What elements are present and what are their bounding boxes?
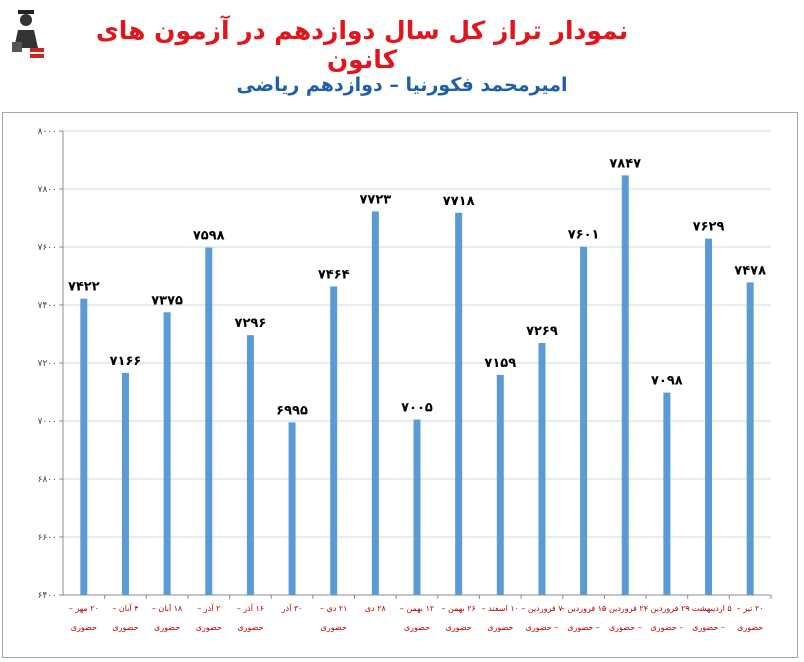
bar bbox=[663, 392, 671, 595]
x-tick-label: ۱۵ فروردین – bbox=[561, 604, 607, 613]
x-tick-label: – حضوری bbox=[692, 623, 725, 632]
x-tick-label: ۱۲ بهمن – bbox=[400, 604, 434, 613]
y-tick-label: ۷۰۰۰ bbox=[38, 417, 57, 427]
data-label: ۷۸۴۷ bbox=[609, 156, 641, 171]
bar bbox=[80, 298, 88, 595]
bar bbox=[455, 212, 463, 595]
bar bbox=[121, 372, 129, 595]
data-label: ۷۷۲۳ bbox=[359, 192, 391, 207]
bar bbox=[538, 342, 546, 595]
data-label: ۷۲۹۶ bbox=[235, 316, 267, 331]
y-tick-label: ۶۴۰۰ bbox=[38, 591, 57, 601]
x-tick-label: ۲۸ دی bbox=[365, 604, 387, 613]
x-tick-label: حضوری bbox=[737, 623, 763, 632]
x-tick-label: حضوری bbox=[446, 623, 472, 632]
x-tick-label: ۵ اردیبهشت – bbox=[685, 604, 731, 613]
x-tick-label: – حضوری bbox=[567, 623, 600, 632]
bar bbox=[246, 335, 254, 595]
x-tick-label: حضوری bbox=[112, 623, 138, 632]
y-tick-label: ۸۰۰۰ bbox=[38, 127, 57, 137]
x-tick-label: ۱۰ اسفند – bbox=[482, 604, 519, 613]
x-tick-label: ۲۱ دی – bbox=[320, 604, 348, 613]
bar bbox=[330, 286, 338, 595]
bar bbox=[705, 238, 713, 595]
bar bbox=[621, 175, 629, 595]
y-tick-label: ۷۶۰۰ bbox=[38, 243, 57, 253]
x-tick-label: ۳۰ آذر bbox=[281, 603, 303, 613]
x-tick-label: ۲۰ تیر – bbox=[737, 604, 764, 613]
x-tick-label: – حضوری bbox=[526, 623, 559, 632]
data-label: ۷۴۲۲ bbox=[68, 280, 100, 295]
x-tick-label: حضوری bbox=[321, 623, 347, 632]
data-label: ۷۲۶۹ bbox=[526, 324, 558, 339]
bar bbox=[580, 246, 588, 595]
x-tick-label: حضوری bbox=[487, 623, 513, 632]
x-tick-label: ۷ فروردین – bbox=[521, 604, 563, 613]
bar-chart: ۶۴۰۰ ۶۶۰۰ ۶۸۰۰ ۷۰۰۰ ۷۲۰۰ ۷۴۰۰ ۷۶۰۰ ۷۸۰۰ ۸۰۰۰ ۷۴۲۲… bbox=[38, 127, 772, 632]
x-tick-label: حضوری bbox=[196, 623, 222, 632]
x-tick-label: حضوری bbox=[154, 623, 180, 632]
x-tick-label: ۱۶ آذر – bbox=[237, 603, 264, 613]
data-label: ۷۶۰۱ bbox=[568, 228, 600, 243]
x-tick-label: ۴ آبان – bbox=[112, 603, 138, 613]
y-tick-label: ۷۴۰۰ bbox=[38, 301, 57, 311]
page-subtitle: امیرمحمد فکورنیا – دوازدهم ریاضی bbox=[236, 74, 568, 96]
x-tick-label: ۲ آذر – bbox=[197, 603, 220, 613]
x-tick-label: ۲۹ فروردین – bbox=[644, 604, 690, 613]
page-title: نمودار تراز کل سال دوازدهم در آزمون های … bbox=[95, 16, 629, 74]
logo-icon bbox=[12, 10, 44, 58]
bar bbox=[205, 247, 213, 595]
data-label: ۷۳۷۵ bbox=[151, 293, 183, 308]
y-tick-label: ۶۸۰۰ bbox=[38, 475, 57, 485]
data-label: ۷۰۹۸ bbox=[651, 374, 683, 389]
y-tick-label: ۷۲۰۰ bbox=[38, 359, 57, 369]
data-label: ۷۶۲۹ bbox=[693, 220, 725, 235]
x-tick-label: ۲۶ بهمن – bbox=[441, 604, 475, 613]
chart-frame: ۶۴۰۰ ۶۶۰۰ ۶۸۰۰ ۷۰۰۰ ۷۲۰۰ ۷۴۰۰ ۷۶۰۰ ۷۸۰۰ ۸۰۰۰ ۷۴۲۲… bbox=[2, 112, 798, 658]
bar bbox=[746, 282, 754, 595]
x-tick-label: – حضوری bbox=[609, 623, 642, 632]
data-label: ۷۵۹۸ bbox=[193, 229, 225, 244]
x-tick-label: ۱۸ آبان – bbox=[152, 603, 183, 613]
bar bbox=[496, 374, 504, 595]
x-tick-label: حضوری bbox=[71, 623, 97, 632]
y-tick-label: ۶۶۰۰ bbox=[38, 533, 57, 543]
x-tick-label: حضوری bbox=[237, 623, 263, 632]
data-label: ۷۴۷۸ bbox=[734, 263, 766, 278]
x-tick-label: ۲۰ مهر – bbox=[69, 604, 99, 613]
data-label: ۷۱۶۶ bbox=[110, 354, 142, 369]
bar bbox=[371, 211, 379, 595]
data-label: ۷۱۵۹ bbox=[484, 356, 516, 371]
data-label: ۶۹۹۵ bbox=[276, 403, 308, 418]
y-tick-label: ۷۸۰۰ bbox=[38, 185, 57, 195]
x-tick-label: – حضوری bbox=[651, 623, 684, 632]
bar bbox=[413, 419, 421, 595]
bar bbox=[163, 312, 171, 595]
x-tick-label: حضوری bbox=[404, 623, 430, 632]
bar bbox=[288, 422, 296, 595]
data-label: ۷۴۶۴ bbox=[318, 267, 350, 282]
x-tick-label: ۲۲ فروردین – bbox=[602, 604, 648, 613]
data-label: ۷۰۰۵ bbox=[401, 401, 433, 416]
data-label: ۷۷۱۸ bbox=[443, 194, 475, 209]
